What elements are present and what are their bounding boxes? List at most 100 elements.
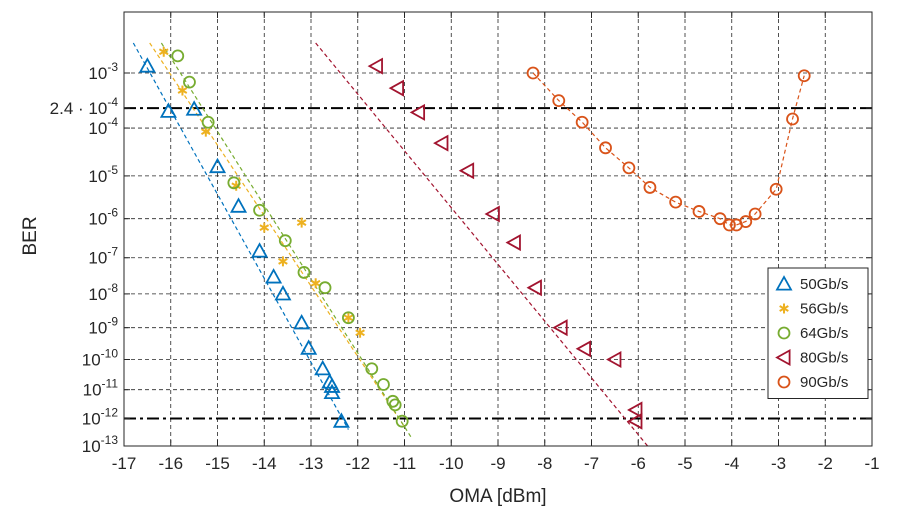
data-point-90gb-s <box>723 218 736 232</box>
y-tick-label: 10-4 <box>88 115 118 138</box>
x-tick-label: -12 <box>345 454 370 473</box>
data-point-80gb-s <box>367 57 383 75</box>
data-point-50gb-s <box>208 157 227 174</box>
legend-marker-64gb-s <box>777 326 791 340</box>
x-axis-label: OMA [dBm] <box>449 486 546 507</box>
x-tick-label: -9 <box>490 454 505 473</box>
data-point-90gb-s <box>692 205 706 218</box>
data-point-50gb-s <box>251 242 269 258</box>
x-tick-label: -1 <box>864 454 879 473</box>
y-tick-label: 2.4 · 10-4 <box>50 95 119 118</box>
data-point-80gb-s <box>575 340 591 358</box>
legend-marker-50gb-s <box>775 275 793 291</box>
x-tick-label: -13 <box>299 454 324 473</box>
data-point-64gb-s <box>297 266 311 279</box>
x-tick-label: -5 <box>677 454 692 473</box>
data-point-50gb-s <box>314 359 332 376</box>
data-point-56gb-s <box>343 312 354 323</box>
data-point-56gb-s <box>355 327 365 338</box>
data-point-64gb-s <box>227 176 241 190</box>
data-point-56gb-s <box>200 126 211 137</box>
data-point-56gb-s <box>259 222 270 233</box>
legend: 50Gb/s 56Gb/s 64Gb/s 80Gb/s 90Gb/s <box>767 267 869 399</box>
data-point-50gb-s <box>323 377 341 393</box>
data-point-64gb-s <box>171 49 185 63</box>
data-point-90gb-s <box>575 115 589 129</box>
x-tick-label: -6 <box>631 454 646 473</box>
data-point-80gb-s <box>505 234 521 252</box>
legend-marker-80gb-s <box>775 348 791 367</box>
x-tick-label: -15 <box>205 454 230 473</box>
data-point-50gb-s <box>300 339 318 355</box>
legend-marker-56gb-s <box>779 303 789 314</box>
x-tick-label: -14 <box>252 454 277 473</box>
data-point-80gb-s <box>388 79 404 97</box>
data-point-90gb-s <box>669 195 683 209</box>
data-point-50gb-s <box>323 383 341 400</box>
x-tick-label: -10 <box>439 454 464 473</box>
data-point-64gb-s <box>395 414 409 428</box>
legend-label-64gb-s: 64Gb/s <box>800 325 848 342</box>
x-tick-label: -3 <box>771 454 786 473</box>
y-tick-label: 10-11 <box>83 377 119 400</box>
data-point-56gb-s <box>310 278 321 289</box>
data-point-90gb-s <box>622 161 636 175</box>
data-point-80gb-s <box>458 162 475 180</box>
x-tick-label: -8 <box>537 454 552 473</box>
data-point-50gb-s <box>138 57 156 73</box>
data-point-50gb-s <box>274 285 292 301</box>
data-point-90gb-s <box>748 207 762 221</box>
data-point-80gb-s <box>484 205 500 223</box>
data-point-80gb-s <box>433 134 449 152</box>
y-tick-label: 10-7 <box>88 245 118 268</box>
axes <box>123 11 873 447</box>
tick-labels: -17 -16 -15 -14 -13 -12 -11 -10 -9 -8 -7 -6 -5 -4 -3 -2… <box>50 60 880 473</box>
data-point-50gb-s <box>265 268 283 284</box>
data-point-90gb-s <box>769 182 783 196</box>
fit-line-80gb-s <box>315 42 649 446</box>
y-tick-label: 10-5 <box>88 163 118 186</box>
y-tick-label: 10-6 <box>88 206 118 229</box>
fit-line-64gb-s <box>160 42 413 439</box>
x-tick-label: -2 <box>818 454 833 473</box>
data-point-50gb-s <box>185 100 203 116</box>
x-tick-label: -16 <box>158 454 183 473</box>
legend-label-50gb-s: 50Gb/s <box>800 276 848 293</box>
data-point-80gb-s <box>627 401 643 419</box>
data-point-56gb-s <box>158 46 169 57</box>
data-point-64gb-s <box>377 378 390 391</box>
data-point-50gb-s <box>159 102 177 118</box>
data-point-64gb-s <box>278 234 292 248</box>
legend-label-80gb-s: 80Gb/s <box>800 350 848 367</box>
data-point-64gb-s <box>365 362 379 376</box>
threshold-lines <box>124 107 872 420</box>
legend-marker-90gb-s <box>777 375 791 389</box>
data-point-64gb-s <box>341 311 355 325</box>
data-point-64gb-s <box>253 203 266 217</box>
data-point-90gb-s <box>797 69 811 83</box>
data-point-90gb-s <box>739 215 753 228</box>
data-point-64gb-s <box>318 281 332 295</box>
data-point-90gb-s <box>713 212 727 226</box>
y-tick-label: 10-9 <box>88 315 118 338</box>
data-point-90gb-s <box>643 181 657 194</box>
y-tick-label: 10-8 <box>88 281 118 304</box>
data-point-50gb-s <box>230 197 248 213</box>
x-tick-label: -7 <box>584 454 599 473</box>
data-point-50gb-s <box>332 412 350 428</box>
data-point-50gb-s <box>293 314 311 330</box>
data-point-80gb-s <box>606 350 622 369</box>
data-point-90gb-s <box>599 141 612 155</box>
data-point-56gb-s <box>278 256 288 267</box>
data-point-64gb-s <box>201 115 215 129</box>
y-tick-label: 10-3 <box>88 60 118 83</box>
series-line-90gb-s <box>532 72 805 226</box>
data-point-80gb-s <box>552 319 568 337</box>
legend-label-56gb-s: 56Gb/s <box>800 301 848 318</box>
data-point-90gb-s <box>526 66 540 80</box>
data-point-64gb-s <box>388 398 402 412</box>
data-point-56gb-s <box>177 85 188 96</box>
x-tick-label: -11 <box>393 454 416 473</box>
data-point-90gb-s <box>552 94 566 108</box>
